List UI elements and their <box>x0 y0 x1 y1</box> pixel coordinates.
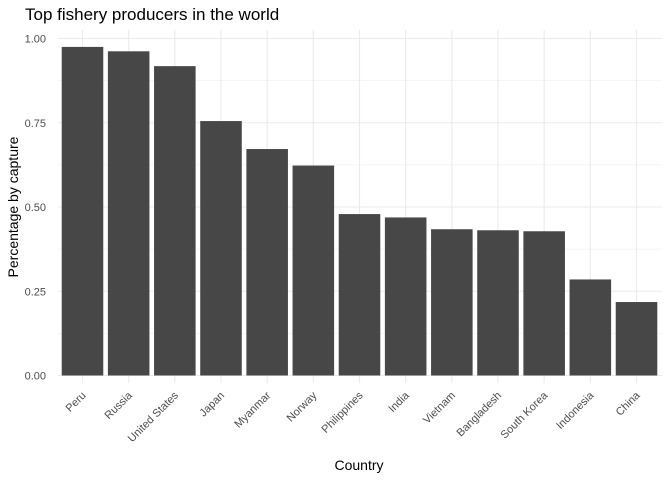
x-tick-label: Norway <box>285 389 320 424</box>
bar <box>477 230 519 376</box>
bars <box>61 46 658 376</box>
x-tick-label: India <box>386 389 412 415</box>
x-tick-label: Bangladesh <box>455 390 505 440</box>
chart-title: Top fishery producers in the world <box>25 5 279 24</box>
bar <box>292 165 335 376</box>
bar <box>61 46 104 376</box>
x-axis-label: Country <box>334 457 383 473</box>
x-tick-label: Philippines <box>320 389 366 435</box>
bar <box>200 121 242 376</box>
x-tick-label: Indonesia <box>554 389 597 432</box>
bar <box>338 214 381 376</box>
y-tick-label: 0.75 <box>25 118 46 130</box>
bar <box>107 51 150 376</box>
x-tick-label: Japan <box>197 390 227 420</box>
y-tick-label: 1.00 <box>25 34 46 46</box>
y-tick-label: 0.25 <box>25 286 46 298</box>
y-tick-label: 0.50 <box>25 202 46 214</box>
y-axis-label: Percentage by capture <box>5 136 21 277</box>
bar <box>154 66 196 376</box>
x-tick-label: Peru <box>64 390 89 415</box>
bar <box>615 302 658 376</box>
x-tick-label: Russia <box>103 389 136 422</box>
bar <box>246 149 288 376</box>
bar <box>384 217 427 376</box>
x-tick-label: Myanmar <box>232 389 273 430</box>
y-tick-label: 0.00 <box>25 371 46 383</box>
x-tick-label: Vietnam <box>421 390 458 427</box>
bar <box>523 231 565 376</box>
x-tick-label: China <box>614 389 643 418</box>
x-tick-label: South Korea <box>499 389 551 441</box>
bar <box>569 279 612 376</box>
y-axis-ticks: 0.00 0.25 0.50 0.75 1.00 <box>25 34 46 383</box>
bar <box>431 229 473 376</box>
